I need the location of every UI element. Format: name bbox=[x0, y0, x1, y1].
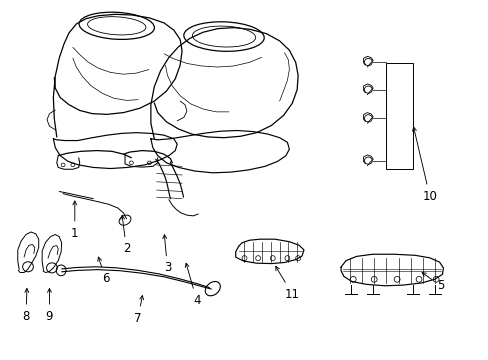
Text: 7: 7 bbox=[134, 296, 143, 325]
Text: 10: 10 bbox=[412, 127, 436, 203]
Text: 3: 3 bbox=[163, 235, 171, 274]
Text: 11: 11 bbox=[275, 266, 299, 301]
Text: 1: 1 bbox=[71, 201, 79, 239]
Text: 4: 4 bbox=[185, 263, 200, 307]
Text: 5: 5 bbox=[421, 273, 443, 292]
Text: 2: 2 bbox=[121, 215, 130, 255]
Text: 9: 9 bbox=[45, 288, 53, 323]
Text: 6: 6 bbox=[98, 257, 109, 285]
Text: 8: 8 bbox=[22, 288, 30, 323]
Bar bbox=[385, 63, 412, 169]
